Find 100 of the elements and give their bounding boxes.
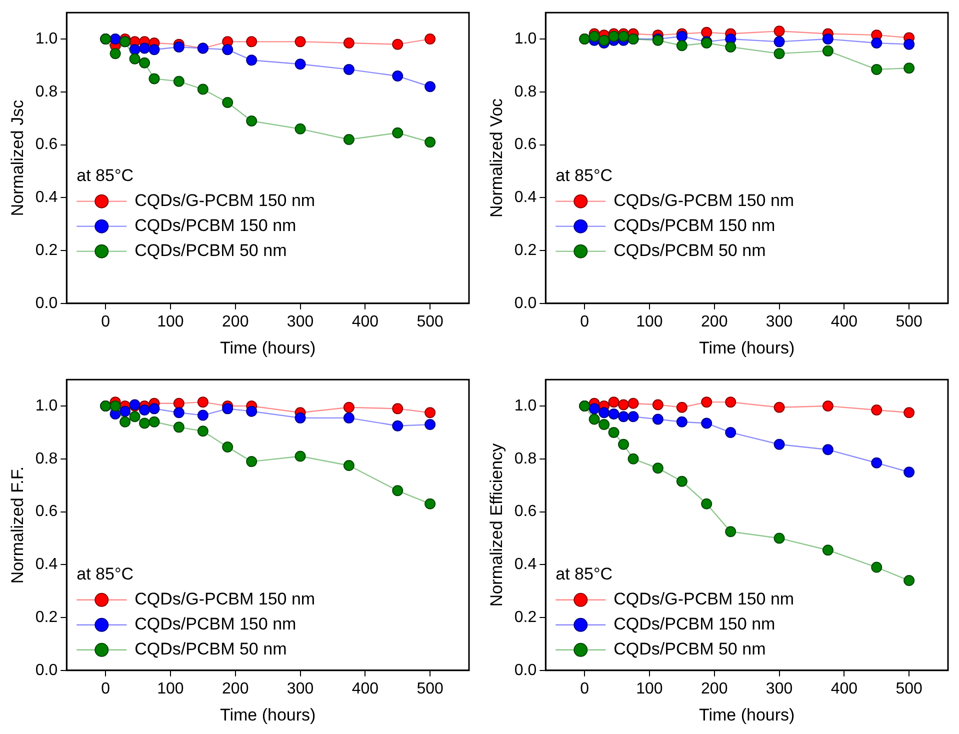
legend-label: CQDs/G-PCBM 150 nm: [614, 191, 794, 210]
y-axis-title: Normalized F.F.: [8, 466, 27, 584]
x-tick-label: 100: [636, 313, 663, 330]
x-tick-label: 100: [636, 680, 663, 698]
point: [129, 411, 140, 422]
point: [139, 404, 150, 416]
point: [110, 34, 121, 45]
x-tick-label: 200: [701, 680, 728, 698]
y-tick-label: 0.2: [35, 242, 58, 259]
point: [120, 406, 131, 417]
x-axis-title: Time (hours): [698, 338, 795, 358]
point: [294, 450, 306, 462]
y-tick-label: 0.0: [35, 662, 58, 679]
point: [904, 575, 915, 586]
point: [871, 562, 882, 573]
x-tick-label: 400: [830, 680, 858, 698]
point: [197, 410, 208, 421]
point: [197, 396, 208, 408]
y-tick-label: 0.0: [35, 294, 58, 312]
point: [173, 407, 184, 418]
point: [608, 408, 620, 420]
x-tick-label: 300: [286, 680, 314, 698]
point: [618, 399, 630, 410]
y-tick-label: 0.8: [514, 83, 537, 100]
point: [222, 44, 234, 56]
point: [294, 58, 306, 70]
x-tick-label: 200: [222, 313, 249, 330]
point: [904, 38, 915, 50]
point: [173, 398, 184, 409]
point: [173, 76, 184, 87]
x-tick-label: 200: [222, 680, 249, 698]
point: [701, 418, 712, 429]
point: [424, 34, 436, 45]
point: [173, 422, 184, 433]
x-tick-label: 500: [896, 313, 923, 330]
point: [173, 41, 184, 52]
point: [148, 403, 160, 414]
point: [148, 416, 160, 428]
point: [676, 416, 688, 428]
y-tick-label: 1.0: [35, 30, 58, 48]
point: [129, 53, 140, 64]
point: [197, 84, 208, 95]
legend-title: at 85°C: [76, 564, 134, 584]
y-tick-label: 0.2: [514, 242, 537, 259]
point: [598, 419, 610, 430]
point: [294, 123, 306, 134]
y-tick-label: 0.6: [35, 136, 58, 154]
point: [148, 44, 160, 56]
point: [294, 412, 306, 424]
point: [139, 57, 150, 68]
x-tick-label: 0: [580, 313, 590, 330]
y-tick-label: 0.4: [514, 189, 537, 206]
point: [588, 414, 600, 425]
point: [246, 406, 258, 417]
point: [222, 442, 234, 453]
y-tick-label: 0.8: [35, 450, 58, 468]
y-tick-label: 0.6: [514, 136, 537, 154]
point: [676, 30, 688, 42]
point: [139, 42, 150, 54]
point: [120, 416, 131, 428]
y-tick-label: 0.6: [514, 503, 537, 520]
y-tick-label: 0.8: [35, 83, 58, 100]
x-tick-label: 300: [286, 313, 314, 330]
point: [871, 64, 882, 75]
point: [392, 403, 404, 414]
point: [588, 30, 600, 42]
point: [139, 418, 150, 429]
x-tick-label: 400: [830, 313, 858, 330]
point: [246, 36, 258, 48]
point: [652, 462, 664, 474]
point: [598, 34, 610, 46]
point: [343, 38, 354, 48]
point: [822, 34, 834, 45]
point: [424, 419, 436, 430]
point: [618, 411, 630, 422]
x-tick-label: 300: [766, 313, 793, 330]
point: [598, 407, 610, 418]
point: [343, 460, 354, 472]
x-tick-label: 500: [416, 313, 444, 330]
y-axis-title: Normalized Efficiency: [486, 442, 506, 607]
point: [246, 456, 258, 468]
point: [343, 134, 354, 145]
x-tick-label: 200: [701, 313, 728, 330]
x-tick-label: 400: [352, 313, 379, 330]
x-tick-label: 0: [101, 680, 110, 698]
point: [608, 426, 620, 438]
legend-label: CQDs/PCBM 150 nm: [134, 216, 296, 236]
x-tick-label: 400: [352, 680, 379, 698]
point: [392, 38, 404, 50]
point: [246, 115, 258, 126]
point: [904, 62, 915, 74]
point: [871, 404, 882, 416]
x-tick-label: 500: [896, 680, 923, 698]
point: [197, 426, 208, 437]
x-tick-label: 0: [580, 680, 590, 698]
point: [222, 96, 234, 108]
point: [774, 48, 785, 60]
point: [628, 398, 639, 409]
point: [343, 64, 354, 75]
point: [871, 457, 882, 468]
